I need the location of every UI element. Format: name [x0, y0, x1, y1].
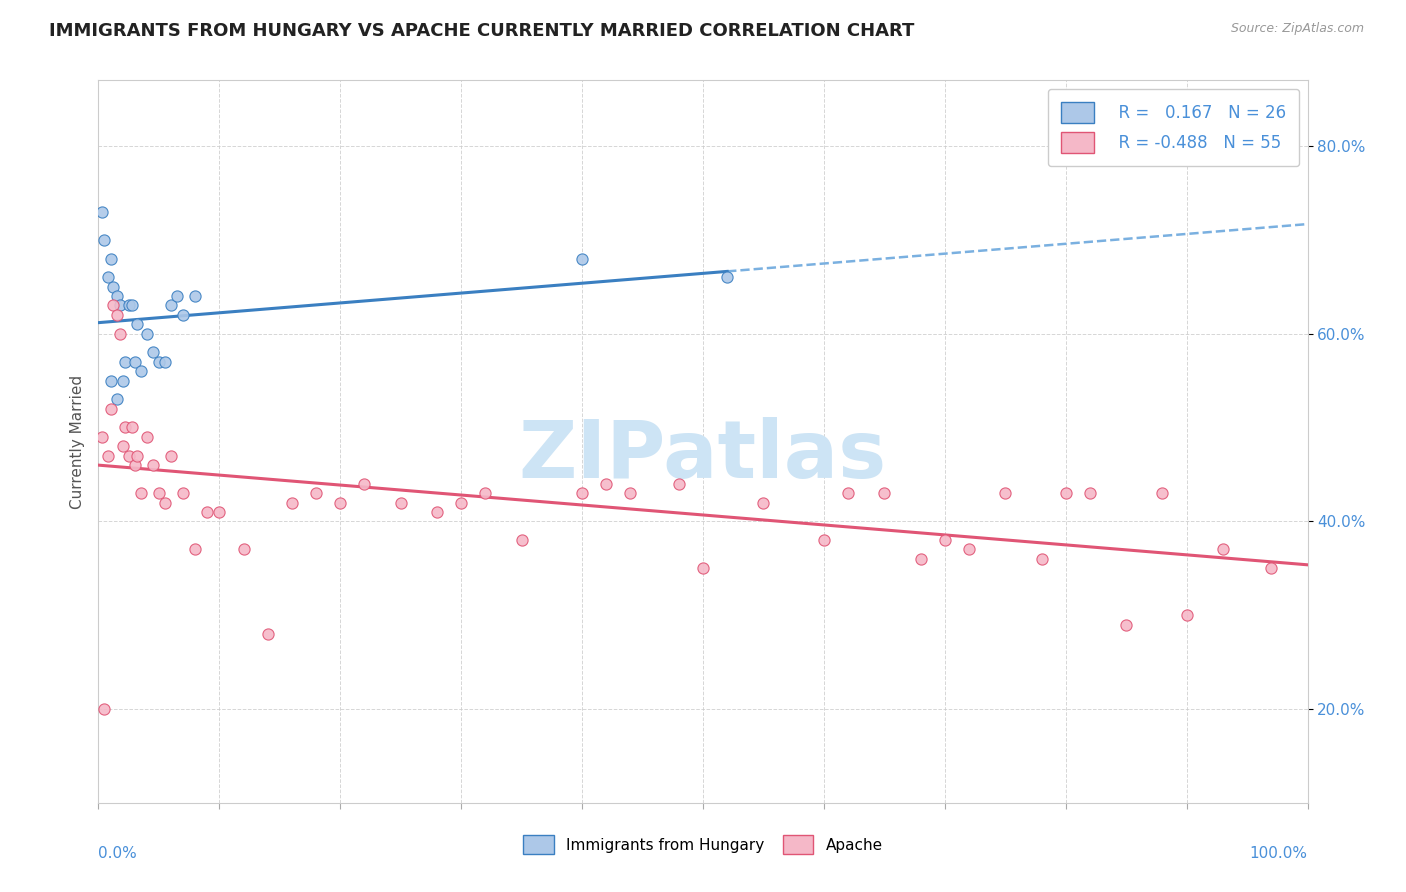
Text: ZIPatlas: ZIPatlas — [519, 417, 887, 495]
Point — [100, 374, 122, 388]
Point — [1175, 608, 1198, 623]
Point — [148, 355, 170, 369]
Point — [135, 326, 157, 341]
Text: IMMIGRANTS FROM HUNGARY VS APACHE CURRENTLY MARRIED CORRELATION CHART: IMMIGRANTS FROM HUNGARY VS APACHE CURREN… — [49, 22, 914, 40]
Point — [510, 533, 533, 547]
Point — [91, 430, 114, 444]
Point — [114, 355, 136, 369]
Point — [101, 279, 124, 293]
Point — [97, 449, 120, 463]
Point — [135, 430, 157, 444]
Point — [91, 204, 114, 219]
Point — [127, 318, 149, 332]
Point — [668, 476, 690, 491]
Point — [994, 486, 1017, 500]
Text: Source: ZipAtlas.com: Source: ZipAtlas.com — [1230, 22, 1364, 36]
Point — [101, 298, 124, 312]
Point — [93, 702, 115, 716]
Point — [184, 289, 207, 303]
Point — [389, 495, 412, 509]
Point — [957, 542, 980, 557]
Point — [208, 505, 231, 519]
Point — [1212, 542, 1234, 557]
Legend: Immigrants from Hungary, Apache: Immigrants from Hungary, Apache — [517, 830, 889, 860]
Point — [837, 486, 859, 500]
Text: 100.0%: 100.0% — [1250, 847, 1308, 861]
Point — [195, 505, 218, 519]
Point — [1054, 486, 1077, 500]
Point — [474, 486, 496, 500]
Y-axis label: Currently Married: Currently Married — [69, 375, 84, 508]
Point — [105, 289, 128, 303]
Point — [121, 420, 143, 434]
Text: 0.0%: 0.0% — [98, 847, 138, 861]
Point — [105, 308, 128, 322]
Point — [127, 449, 149, 463]
Point — [1031, 551, 1053, 566]
Point — [716, 270, 738, 285]
Point — [129, 486, 152, 500]
Point — [108, 326, 131, 341]
Point — [160, 449, 183, 463]
Point — [100, 252, 122, 266]
Point — [142, 458, 165, 472]
Point — [1115, 617, 1137, 632]
Point — [121, 298, 143, 312]
Point — [124, 458, 146, 472]
Point — [450, 495, 472, 509]
Point — [124, 355, 146, 369]
Point — [571, 252, 593, 266]
Point — [1260, 561, 1282, 575]
Point — [108, 298, 131, 312]
Point — [1078, 486, 1101, 500]
Point — [256, 627, 278, 641]
Point — [153, 495, 176, 509]
Point — [111, 374, 134, 388]
Point — [166, 289, 188, 303]
Point — [595, 476, 617, 491]
Point — [153, 355, 176, 369]
Point — [111, 439, 134, 453]
Point — [172, 308, 194, 322]
Point — [1152, 486, 1174, 500]
Point — [148, 486, 170, 500]
Point — [873, 486, 896, 500]
Point — [93, 233, 115, 247]
Point — [142, 345, 165, 359]
Point — [305, 486, 328, 500]
Point — [619, 486, 641, 500]
Point — [105, 392, 128, 407]
Point — [353, 476, 375, 491]
Point — [692, 561, 714, 575]
Point — [172, 486, 194, 500]
Point — [100, 401, 122, 416]
Point — [813, 533, 835, 547]
Point — [114, 420, 136, 434]
Point — [329, 495, 352, 509]
Point — [910, 551, 932, 566]
Point — [571, 486, 593, 500]
Point — [232, 542, 254, 557]
Point — [97, 270, 120, 285]
Point — [129, 364, 152, 378]
Point — [752, 495, 775, 509]
Point — [184, 542, 207, 557]
Point — [118, 449, 141, 463]
Point — [281, 495, 304, 509]
Point — [160, 298, 183, 312]
Point — [934, 533, 956, 547]
Point — [426, 505, 449, 519]
Point — [118, 298, 141, 312]
